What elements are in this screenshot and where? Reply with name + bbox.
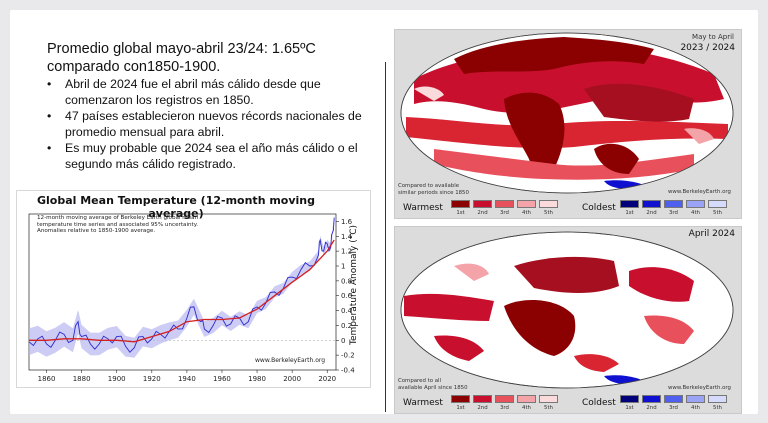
legend-cold-swatch — [686, 200, 705, 208]
bullet-list: Abril de 2024 fue el abril más cálido de… — [45, 77, 385, 173]
legend1-coldest: Coldest — [582, 203, 616, 213]
vertical-divider — [385, 62, 386, 412]
x-tick-label: 1980 — [248, 375, 266, 383]
legend-cold-rank-label: 2nd — [646, 210, 657, 216]
legend-cold-swatch — [642, 200, 661, 208]
legend-cold-rank-label: 3rd — [669, 210, 678, 216]
legend-cold-swatch — [708, 200, 727, 208]
legend-warm-rank-label: 5th — [544, 405, 553, 411]
legend-warm-rank-label: 1st — [456, 405, 465, 411]
legend-cold-rank-label: 3rd — [669, 405, 678, 411]
legend-warm-swatch — [539, 395, 558, 403]
x-tick-label: 1920 — [143, 375, 161, 383]
legend-cold-swatch — [642, 395, 661, 403]
x-tick-label: 1940 — [178, 375, 196, 383]
legend-cold-rank-label: 4th — [691, 210, 700, 216]
y-tick-label: 0.2 — [341, 322, 352, 330]
map2-caption-line: available April since 1850 — [398, 385, 468, 391]
legend-cold-rank-label: 2nd — [646, 405, 657, 411]
legend2-coldest: Coldest — [582, 398, 616, 408]
legend-warm-swatch — [495, 395, 514, 403]
x-tick-label: 1900 — [108, 375, 126, 383]
legend-warm-rank-label: 2nd — [477, 405, 488, 411]
legend-cold-swatch — [620, 395, 639, 403]
legend-warm-rank-label: 3rd — [500, 405, 509, 411]
map2-caption-line: Compared to all — [398, 378, 442, 384]
bullet-item: Abril de 2024 fue el abril más cálido de… — [45, 77, 385, 108]
y-tick-label: -0.4 — [341, 367, 355, 375]
legend-cold-swatch — [664, 395, 683, 403]
chart-note-line: temperature time series and associated 9… — [37, 221, 199, 228]
legend-warm-rank-label: 3rd — [500, 210, 509, 216]
legend-warm-swatch — [451, 395, 470, 403]
legend1-warm-swatches: 1st 2nd 3rd 4th 5th — [451, 200, 571, 220]
legend2-warmest: Warmest — [403, 398, 443, 408]
legend-warm-swatch — [517, 200, 536, 208]
legend-warm-swatch — [473, 395, 492, 403]
bullet-item: 47 países establecieron nuevos récords n… — [45, 109, 385, 140]
y-tick-label: 1.6 — [341, 218, 353, 226]
legend-cold-rank-label: 5th — [713, 405, 722, 411]
legend-cold-swatch — [686, 395, 705, 403]
legend-warm-swatch — [451, 200, 470, 208]
legend-cold-rank-label: 1st — [625, 210, 634, 216]
legend-warm-rank-label: 1st — [456, 210, 465, 216]
legend-warm-rank-label: 4th — [522, 210, 531, 216]
map1-title-line: May to April — [692, 33, 734, 41]
legend-warm-rank-label: 2nd — [477, 210, 488, 216]
legend1-cold-swatches: 1st 2nd 3rd 4th 5th — [620, 200, 740, 220]
chart-note: 12-month moving average of Berkeley Eart… — [37, 215, 198, 235]
legend-warm-swatch — [495, 200, 514, 208]
x-tick-label: 1860 — [38, 375, 56, 383]
map2-credit: www.BerkeleyEarth.org — [668, 385, 731, 391]
y-tick-label: 0.4 — [341, 307, 353, 315]
legend-cold-rank-label: 1st — [625, 405, 634, 411]
y-tick-label: 0.6 — [341, 292, 353, 300]
legend2-cold-swatches: 1st 2nd 3rd 4th 5th — [620, 395, 740, 415]
map2-title: April 2024 — [688, 229, 735, 239]
title-line-2: comparado con1850-1900. — [47, 59, 221, 75]
series-line-blue — [28, 217, 335, 353]
legend2-warm-swatches: 1st 2nd 3rd 4th 5th — [451, 395, 571, 415]
bullet-item: Es muy probable que 2024 sea el año más … — [45, 141, 385, 172]
legend-cold-rank-label: 4th — [691, 405, 700, 411]
legend-warm-rank-label: 4th — [522, 405, 531, 411]
legend-warm-swatch — [539, 200, 558, 208]
map1-caption-line: similar periods since 1850 — [398, 190, 469, 196]
slide-title: Promedio global mayo-abril 23/24: 1.65ºC… — [47, 40, 377, 76]
x-tick-label: 1880 — [73, 375, 91, 383]
legend-cold-swatch — [620, 200, 639, 208]
chart-title: Global Mean Temperature (12-month moving… — [36, 194, 316, 220]
map1-credit: www.BerkeleyEarth.org — [668, 189, 731, 195]
y-tick-label: -0.2 — [341, 352, 355, 360]
y-tick-label: 0.8 — [341, 277, 352, 285]
temperature-chart: 1860 1880 1900 1920 1940 1960 1980 2000 2020 -0.4… — [28, 213, 355, 383]
title-line-1: Promedio global mayo-abril 23/24: 1.65ºC — [47, 41, 316, 57]
legend-warm-swatch — [517, 395, 536, 403]
y-tick-label: 1.4 — [341, 233, 353, 241]
y-axis-label: Temperature Anomaly (°C) — [349, 224, 359, 345]
y-tick-label: 1 — [341, 263, 345, 271]
y-tick-label: 1.2 — [341, 248, 352, 256]
chart-note-line: 12-month moving average of Berkeley Eart… — [37, 215, 199, 221]
legend1-warmest: Warmest — [403, 203, 443, 213]
legend-cold-swatch — [708, 395, 727, 403]
map-april-2024 — [400, 231, 734, 389]
chart-credit: www.BerkeleyEarth.org — [255, 357, 326, 364]
map-may-april — [400, 32, 734, 194]
plot-frame — [28, 213, 337, 371]
series-line-red — [29, 239, 335, 343]
temperature-chart-frame — [16, 190, 371, 388]
legend-cold-rank-label: 5th — [713, 210, 722, 216]
x-tick-label: 2020 — [318, 375, 336, 383]
map1-caption-line: Compared to available — [398, 183, 460, 189]
legend-warm-rank-label: 5th — [544, 210, 553, 216]
map1-title-line: 2023 / 2024 — [680, 43, 735, 53]
legend-cold-swatch — [664, 200, 683, 208]
chart-note-line: Anomalies relative to 1850-1900 average. — [37, 228, 156, 235]
y-tick-label: 0 — [341, 337, 345, 345]
x-tick-label: 1960 — [213, 375, 231, 383]
legend-warm-swatch — [473, 200, 492, 208]
x-tick-label: 2000 — [283, 375, 301, 383]
